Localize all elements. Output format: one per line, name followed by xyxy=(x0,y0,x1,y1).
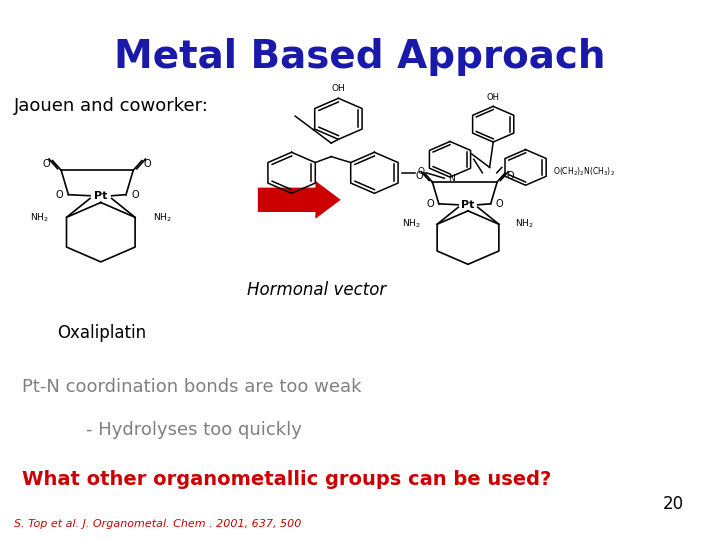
Text: O: O xyxy=(415,171,423,181)
Text: O: O xyxy=(144,159,152,169)
Text: NH$_2$: NH$_2$ xyxy=(30,211,48,224)
FancyArrow shape xyxy=(259,184,338,216)
Text: OH: OH xyxy=(487,93,500,102)
Text: Pt: Pt xyxy=(94,191,107,201)
Text: O: O xyxy=(418,167,425,176)
Text: Pt-N coordination bonds are too weak: Pt-N coordination bonds are too weak xyxy=(22,378,361,396)
Text: NH$_2$: NH$_2$ xyxy=(515,218,534,231)
Text: Metal Based Approach: Metal Based Approach xyxy=(114,38,606,76)
Text: NH$_2$: NH$_2$ xyxy=(402,218,421,231)
Text: Pt: Pt xyxy=(462,200,474,210)
Text: O: O xyxy=(42,159,50,169)
Text: Hormonal vector: Hormonal vector xyxy=(247,281,387,299)
Text: Oxaliplatin: Oxaliplatin xyxy=(58,324,147,342)
Text: O(CH$_2$)$_2$N(CH$_3$)$_2$: O(CH$_2$)$_2$N(CH$_3$)$_2$ xyxy=(553,165,615,178)
Text: O: O xyxy=(426,199,433,209)
Text: O: O xyxy=(132,190,140,200)
Text: O: O xyxy=(55,190,63,200)
Text: OH: OH xyxy=(331,84,346,93)
Text: What other organometallic groups can be used?: What other organometallic groups can be … xyxy=(22,470,551,489)
Text: - Hydrolyses too quickly: - Hydrolyses too quickly xyxy=(86,421,302,439)
Text: N: N xyxy=(448,174,454,183)
Text: 20: 20 xyxy=(663,495,684,513)
Text: O: O xyxy=(496,199,503,209)
Text: Jaouen and coworker:: Jaouen and coworker: xyxy=(14,97,210,115)
Text: S. Top et al. J. Organometal. Chem . 2001, 637, 500: S. Top et al. J. Organometal. Chem . 200… xyxy=(14,519,302,529)
Text: NH$_2$: NH$_2$ xyxy=(153,211,171,224)
Text: O: O xyxy=(507,171,515,181)
